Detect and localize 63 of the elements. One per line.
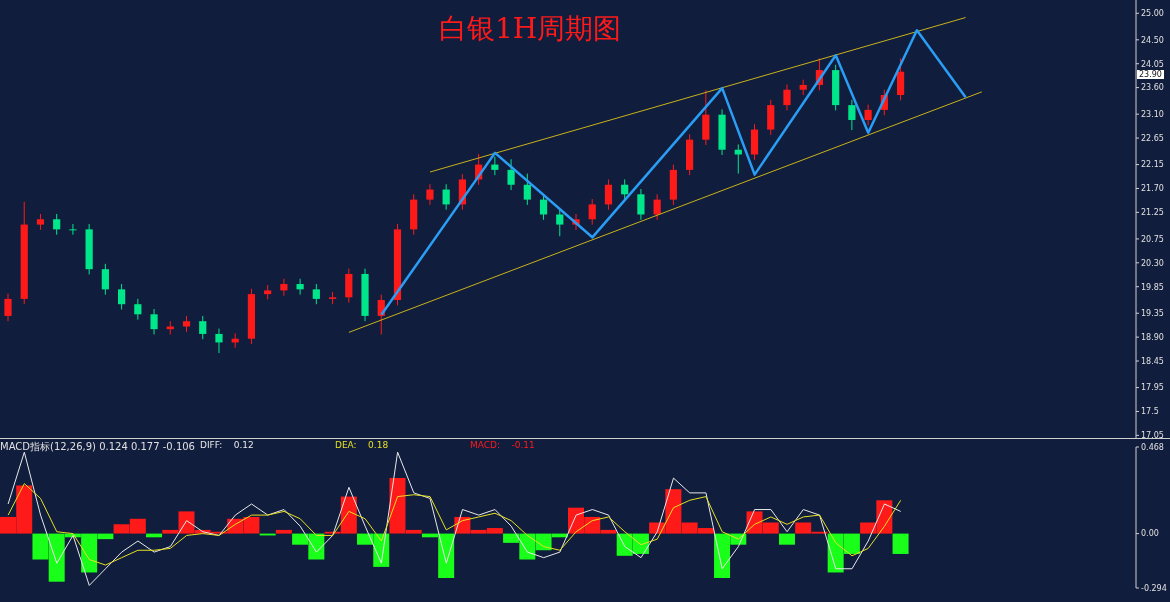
annotation: 0.18	[368, 440, 389, 450]
candlestick	[215, 328, 223, 354]
bar	[892, 533, 909, 554]
y-tick-label: 19.35	[1141, 309, 1164, 319]
y-tick-label: 24.50	[1141, 35, 1164, 45]
y-tick-label: 0.00	[1141, 529, 1159, 539]
candlestick	[312, 283, 320, 305]
candlestick	[69, 223, 77, 236]
text: DEA:	[335, 440, 357, 450]
candlestick	[150, 308, 158, 335]
text: MACD:	[470, 440, 501, 450]
candlestick	[442, 183, 450, 211]
annotation: MACD指标(12,26,9) 0.124 0.177 -0.106	[0, 440, 195, 454]
bar	[275, 529, 292, 534]
candlestick	[507, 158, 515, 191]
y-tick-label: 17.05	[1141, 431, 1164, 441]
text: 白银1H周期图	[437, 11, 623, 47]
candlestick	[523, 173, 531, 206]
candlestick	[345, 268, 353, 304]
candlestick	[296, 278, 304, 296]
y-tick-label: 23.10	[1141, 109, 1164, 119]
y-tick-label: 18.45	[1141, 356, 1164, 366]
y-tick-label: 0.468	[1141, 442, 1164, 452]
y-tick-label: 22.15	[1141, 160, 1164, 170]
candlestick	[118, 283, 126, 311]
y-tick-label: 18.90	[1141, 332, 1164, 342]
candlestick	[491, 156, 499, 176]
bar	[778, 533, 795, 545]
candlestick	[134, 298, 142, 321]
y-tick-label: 24.05	[1141, 59, 1164, 69]
y-tick-label: 22.65	[1141, 133, 1164, 143]
candlestick	[4, 293, 12, 322]
annotation: 0.12	[233, 440, 254, 450]
candlestick	[783, 83, 791, 111]
y-tick-label: 21.70	[1141, 184, 1164, 194]
candlestick	[848, 99, 856, 131]
candlestick	[621, 178, 629, 201]
candlestick	[588, 198, 596, 226]
y-tick-label: 25.00	[1141, 9, 1164, 19]
y-tick-label: 21.25	[1141, 208, 1164, 218]
y-tick-label: 20.30	[1141, 258, 1164, 268]
candlestick	[864, 104, 872, 126]
line-series	[7, 483, 902, 566]
candlestick	[101, 263, 109, 296]
candlestick	[426, 183, 434, 206]
candlestick	[637, 188, 645, 221]
y-tick-label: 19.85	[1141, 282, 1164, 292]
text: 23.90	[1137, 69, 1164, 79]
candlestick	[896, 57, 905, 101]
text: DIFF:	[200, 440, 223, 450]
y-tick-label: 17.5	[1141, 407, 1159, 417]
candlestick	[604, 178, 613, 211]
y-tick-label: 17.95	[1141, 383, 1164, 393]
line-series	[7, 451, 902, 586]
y-tick-label: -0.294	[1141, 583, 1167, 593]
candlestick	[280, 278, 288, 297]
annotation: -0.11	[511, 440, 535, 450]
candlestick	[556, 208, 564, 237]
candlestick	[653, 193, 661, 221]
candlestick	[199, 315, 207, 340]
y-tick-label: 23.60	[1141, 83, 1164, 93]
y-tick-label: 20.75	[1141, 234, 1164, 244]
candlestick	[53, 213, 61, 236]
